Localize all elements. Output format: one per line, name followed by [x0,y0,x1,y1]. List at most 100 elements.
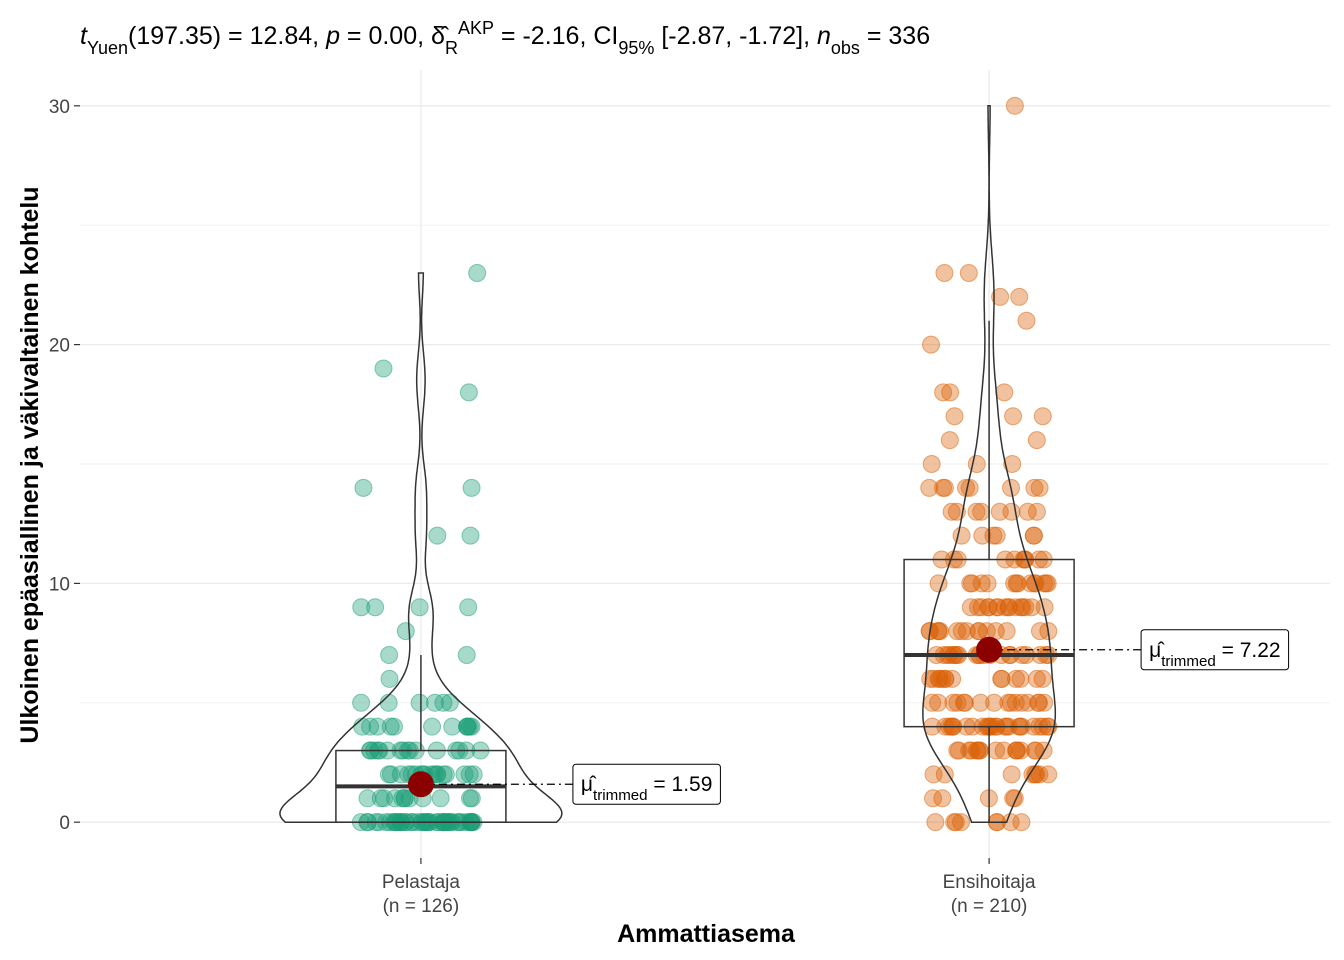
data-point [999,598,1018,617]
data-point [428,526,447,545]
text-part: = -2.16, CI [494,22,618,50]
data-point [457,646,476,665]
y-axis-label: Ulkoinen epäasiallinen ja väkivaltainen … [16,186,44,743]
data-point [922,455,941,473]
data-point [396,622,415,641]
text-part: = 336 [860,22,930,50]
y-tick-label: 30 [49,97,70,118]
data-point [931,622,950,641]
data-point [352,598,371,617]
text-part: = 1.59 [648,773,713,796]
data-point [992,669,1011,688]
data-point [1025,478,1044,497]
data-point [459,383,478,402]
data-point [978,574,997,593]
data-point [1035,693,1054,712]
data-point [967,502,986,521]
data-point [354,478,373,497]
data-point [1018,502,1037,521]
y-tick-label: 10 [49,574,70,595]
data-point [1004,407,1023,426]
data-point [944,693,963,712]
data-point [464,765,483,784]
data-point [973,526,992,545]
mean-label: μ̂trimmed = 1.59 [581,773,713,804]
data-point [1011,669,1030,688]
x-tick-label: Pelastaja [382,872,461,893]
data-point [929,574,948,593]
data-point [961,598,980,617]
data-point [374,359,393,378]
data-point [1008,574,1027,593]
data-point [1022,598,1041,617]
data-point [930,669,949,688]
mean-point [407,771,434,798]
text-part: obs [831,38,860,58]
data-point [1010,287,1029,306]
data-point [936,669,955,688]
data-point [997,622,1016,641]
data-point [941,383,960,402]
mean-label: μ̂trimmed = 7.22 [1149,639,1281,670]
data-point [952,813,971,832]
data-point [926,813,945,832]
data-point [971,693,990,712]
data-point [935,263,954,282]
data-point [361,717,380,736]
text-part: trimmed [1161,652,1216,669]
data-point [395,789,414,808]
x-tick-n: (n = 210) [951,896,1028,917]
data-point [1023,765,1042,784]
data-point [948,693,967,712]
text-part: μ̂ [581,773,597,796]
data-point [440,693,459,712]
data-point [1007,741,1026,760]
mean-label-box [1140,629,1290,671]
data-point [996,598,1015,617]
data-point [410,693,429,712]
data-point [434,693,453,712]
data-point [468,263,487,282]
data-point [1003,455,1022,473]
x-axis-label: Ammattiasema [617,920,796,948]
data-point [1033,407,1052,426]
mean-point [976,636,1003,663]
data-point [431,789,450,808]
data-point [945,813,964,832]
data-point [381,717,400,736]
data-point [379,693,398,712]
plot-area: μ̂trimmed = 1.59μ̂trimmed = 7.22 [279,96,1290,832]
data-point [1024,526,1043,545]
data-point [1027,431,1046,450]
data-point [960,741,979,760]
data-point [968,598,987,617]
text-part: R [445,38,458,58]
text-part: Yuen [87,38,128,58]
data-point [366,598,385,617]
data-point [1039,765,1058,784]
text-part: p [325,22,340,50]
data-point [1029,693,1048,712]
data-point [460,765,479,784]
box [903,558,1075,728]
text-part: = 7.22 [1216,639,1281,662]
data-point [924,789,943,808]
data-point [1030,478,1049,497]
text-part: = 0.00, [340,22,431,50]
data-point [1030,622,1049,641]
data-point [940,431,959,450]
data-point [943,669,962,688]
text-part: μ̂ [1149,639,1165,662]
data-point [1006,669,1025,688]
data-point [922,335,941,354]
data-point [935,478,954,497]
data-point [1027,502,1046,521]
violin [279,272,563,823]
data-point [994,741,1013,760]
data-point [462,478,481,497]
data-point [443,717,462,736]
x-tick-label: Ensihoitaja [943,872,1036,893]
data-point [934,383,953,402]
data-point [1027,669,1046,688]
data-point [358,789,377,808]
